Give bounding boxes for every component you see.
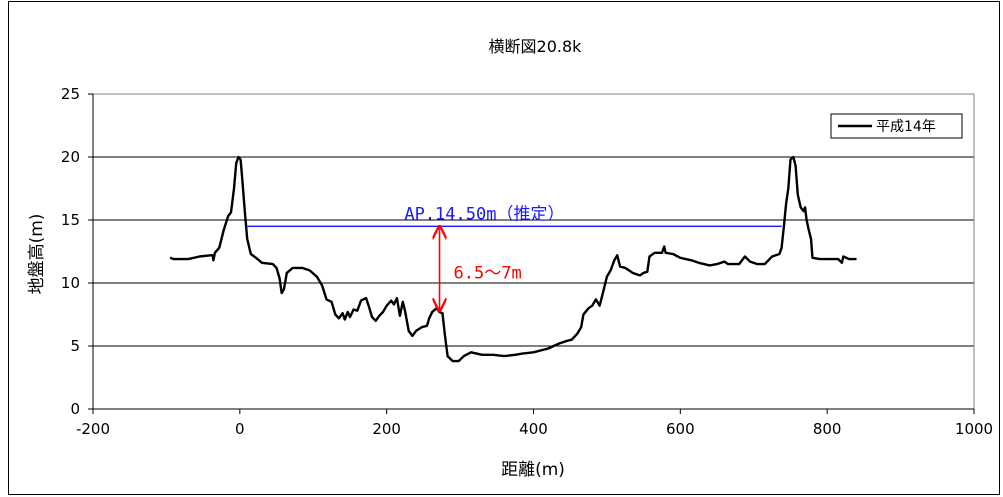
x-tick-label-600: 600	[666, 420, 695, 438]
chart-title: 横断図20.8k	[489, 37, 583, 56]
x-axis: -200 0 200 400 600 800 1000	[76, 408, 993, 438]
y-axis: 0 5 10 15 20 25	[61, 85, 94, 418]
series-line-平成14年	[169, 155, 857, 363]
y-tick-label-5: 5	[70, 337, 80, 355]
y-tick-label-20: 20	[61, 148, 80, 166]
depth-label: 6.5～7m	[454, 264, 522, 284]
y-tick-label-25: 25	[61, 85, 80, 103]
y-tick-label-0: 0	[70, 400, 80, 418]
legend: 平成14年	[830, 113, 963, 139]
ap-level-label: AP.14.50m（推定）	[404, 204, 564, 224]
x-tick-label-0: 0	[235, 420, 245, 438]
x-tick-label--200: -200	[76, 420, 110, 438]
y-axis-title: 地盤高(m)	[27, 214, 47, 295]
y-tick-label-10: 10	[61, 274, 80, 292]
chart-frame	[8, 1, 1000, 495]
legend-label: 平成14年	[876, 119, 936, 135]
x-tick-label-400: 400	[519, 420, 548, 438]
x-axis-title: 距離(m)	[501, 460, 565, 480]
x-tick-label-200: 200	[372, 420, 401, 438]
plot-area	[92, 93, 975, 410]
x-tick-label-1000: 1000	[955, 420, 993, 438]
grid-lines	[93, 156, 974, 347]
y-tick-label-15: 15	[61, 211, 80, 229]
x-tick-label-800: 800	[813, 420, 842, 438]
